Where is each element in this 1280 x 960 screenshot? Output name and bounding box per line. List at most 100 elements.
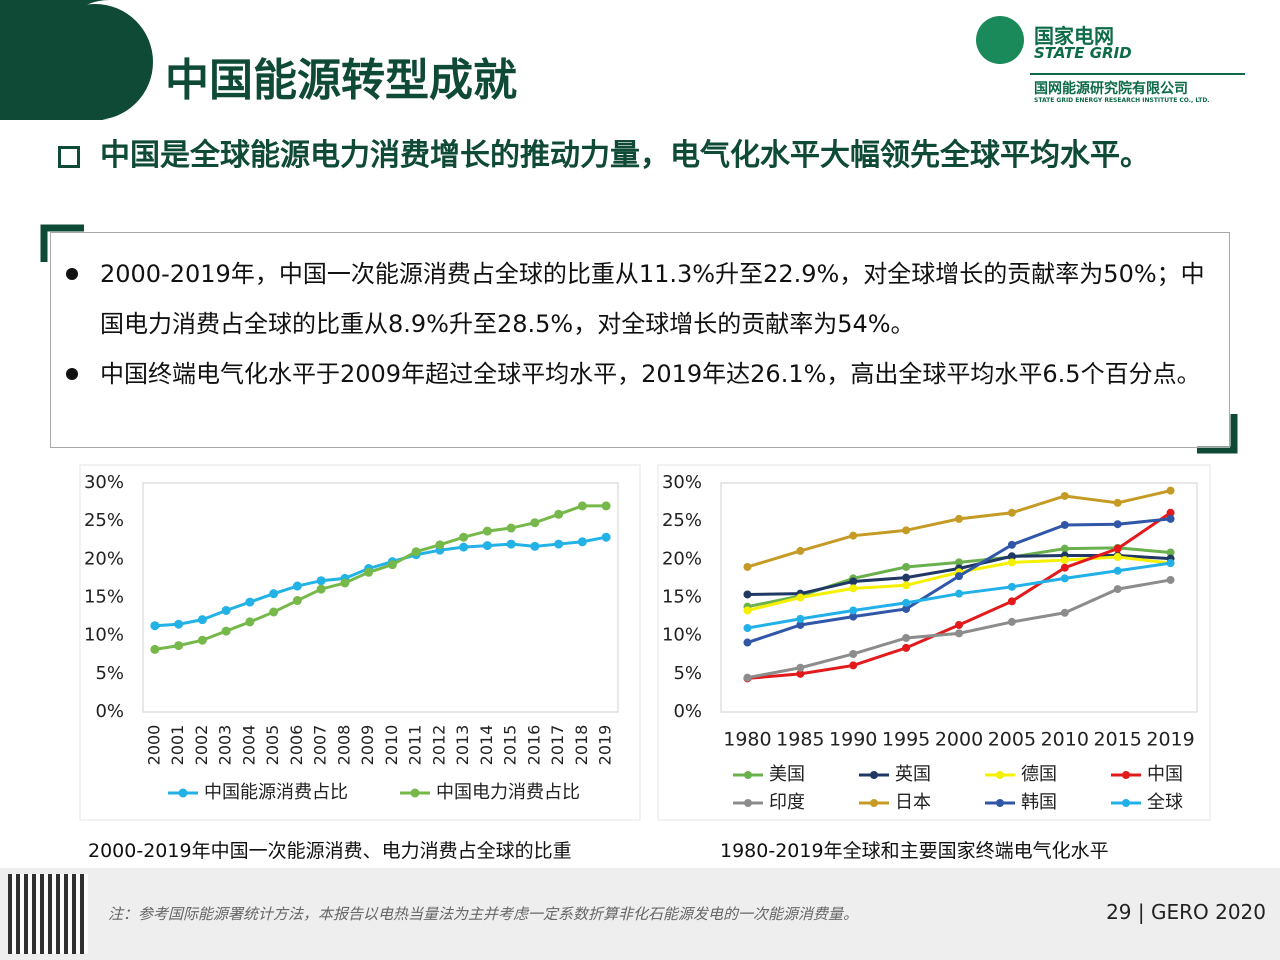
data-point bbox=[743, 673, 752, 682]
corner-circle bbox=[37, 4, 153, 120]
x-tick-label: 2012 bbox=[429, 725, 448, 766]
x-tick-label: 2017 bbox=[548, 725, 567, 766]
data-point bbox=[292, 581, 302, 591]
data-point bbox=[221, 605, 231, 615]
data-point bbox=[292, 596, 302, 606]
x-tick-label: 2011 bbox=[406, 725, 425, 766]
data-point bbox=[601, 532, 611, 542]
bullet-dot bbox=[66, 368, 78, 380]
data-point bbox=[849, 649, 858, 658]
x-tick-label: 2002 bbox=[192, 725, 211, 766]
data-point bbox=[1007, 582, 1016, 591]
data-point bbox=[530, 518, 540, 528]
data-point bbox=[459, 542, 469, 552]
x-tick-label: 2015 bbox=[501, 725, 520, 766]
x-tick-label: 2001 bbox=[168, 725, 187, 766]
data-point bbox=[1113, 520, 1122, 529]
data-point bbox=[849, 612, 858, 621]
y-tick-label: 15% bbox=[84, 587, 124, 608]
data-point bbox=[577, 537, 587, 547]
x-tick-label: 2014 bbox=[477, 725, 496, 766]
x-tick-label: 2005 bbox=[988, 729, 1036, 751]
x-tick-label: 2000 bbox=[935, 729, 983, 751]
data-point bbox=[902, 581, 911, 590]
data-point bbox=[316, 576, 326, 586]
plot-frame bbox=[142, 482, 619, 713]
x-tick-label: 2016 bbox=[524, 725, 543, 766]
corner-shape bbox=[0, 0, 110, 120]
footer bbox=[0, 868, 1280, 960]
legend-marker bbox=[996, 799, 1004, 807]
legend-label: 中国能源消费占比 bbox=[204, 782, 348, 803]
data-point bbox=[796, 620, 805, 629]
data-point bbox=[150, 621, 160, 631]
data-point bbox=[743, 624, 752, 633]
data-point bbox=[1166, 508, 1175, 517]
legend-label: 英国 bbox=[895, 764, 931, 785]
chart-panel bbox=[657, 464, 1211, 821]
data-point bbox=[955, 572, 963, 581]
y-tick-label: 10% bbox=[662, 625, 702, 646]
box-corner bbox=[40, 224, 84, 262]
data-point bbox=[269, 589, 279, 599]
x-tick-label: 1990 bbox=[829, 729, 877, 751]
data-point bbox=[849, 577, 858, 586]
data-point bbox=[902, 643, 911, 652]
legend-marker bbox=[870, 799, 878, 807]
y-tick-label: 10% bbox=[84, 625, 124, 646]
x-tick-label: 1995 bbox=[882, 729, 930, 751]
data-point bbox=[1060, 491, 1069, 500]
heading: 中国是全球能源电力消费增长的推动力量，电气化水平大幅领先全球平均水平。 bbox=[100, 138, 1150, 173]
data-point bbox=[269, 607, 279, 617]
data-point bbox=[955, 629, 963, 638]
logo-globe bbox=[976, 16, 1024, 64]
data-point bbox=[796, 663, 805, 672]
x-tick-label: 2005 bbox=[263, 725, 282, 766]
data-point bbox=[174, 641, 184, 651]
data-point bbox=[1166, 548, 1175, 557]
data-point bbox=[1113, 585, 1122, 594]
y-tick-label: 20% bbox=[84, 548, 124, 569]
data-point bbox=[902, 604, 911, 613]
data-point bbox=[902, 526, 911, 535]
x-tick-label: 2000 bbox=[144, 725, 163, 766]
data-point bbox=[1113, 544, 1122, 553]
data-point bbox=[245, 617, 255, 627]
data-point bbox=[387, 560, 397, 570]
data-point bbox=[601, 501, 611, 511]
slide-title: 中国能源转型成就 bbox=[165, 55, 517, 106]
data-point bbox=[743, 638, 752, 647]
data-point bbox=[1007, 617, 1016, 626]
data-point bbox=[1060, 563, 1069, 572]
data-point bbox=[245, 597, 255, 607]
page-number: 29 | GERO 2020 bbox=[1106, 900, 1266, 924]
data-point bbox=[849, 584, 858, 593]
legend-marker bbox=[744, 771, 752, 779]
data-point bbox=[1166, 559, 1175, 568]
data-point bbox=[411, 547, 421, 557]
x-tick-label: 2019 bbox=[1146, 729, 1194, 751]
data-point bbox=[506, 523, 516, 533]
y-tick-label: 25% bbox=[84, 510, 124, 531]
data-point bbox=[506, 539, 516, 549]
data-point bbox=[221, 626, 231, 636]
data-point bbox=[743, 606, 752, 615]
data-point bbox=[1007, 552, 1016, 561]
y-tick-label: 25% bbox=[662, 510, 702, 531]
data-point bbox=[1060, 556, 1069, 565]
legend-label: 全球 bbox=[1147, 792, 1183, 813]
x-tick-label: 2013 bbox=[453, 725, 472, 766]
x-tick-label: 1980 bbox=[723, 729, 771, 751]
legend-marker bbox=[996, 771, 1004, 779]
data-point bbox=[955, 589, 963, 598]
data-point bbox=[902, 573, 911, 582]
data-point bbox=[849, 531, 858, 540]
y-tick-label: 5% bbox=[95, 663, 124, 684]
data-point bbox=[340, 578, 350, 588]
legend-label: 德国 bbox=[1021, 764, 1057, 785]
data-point bbox=[197, 635, 207, 645]
data-point bbox=[1007, 540, 1016, 549]
x-tick-label: 2007 bbox=[311, 725, 330, 766]
x-tick-label: 2010 bbox=[382, 725, 401, 766]
